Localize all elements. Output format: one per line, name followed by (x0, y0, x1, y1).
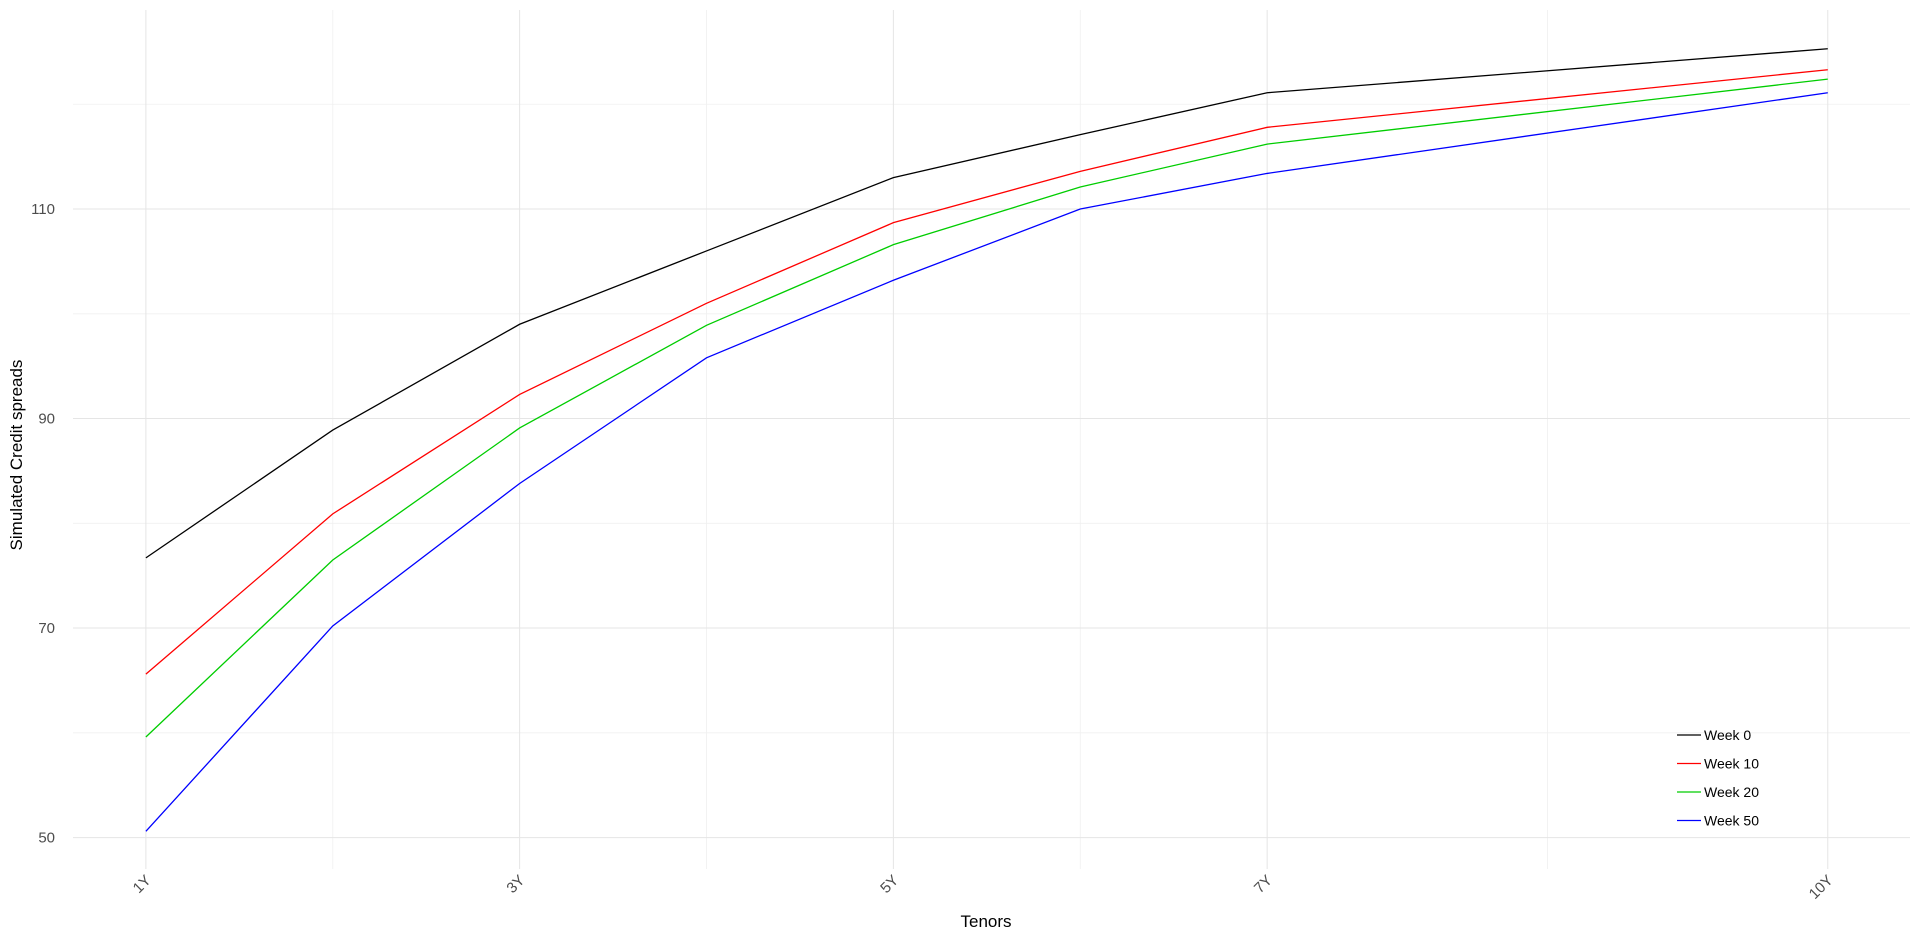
y-tick-label: 90 (38, 411, 55, 428)
x-tick-label: 7Y (1251, 872, 1276, 897)
y-tick-label: 70 (38, 620, 55, 637)
legend-label: Week 10 (1704, 756, 1759, 772)
y-tick-label: 50 (38, 830, 55, 847)
legend-label: Week 0 (1704, 727, 1751, 743)
y-axis-title: Simulated Credit spreads (7, 360, 26, 551)
legend-label: Week 20 (1704, 784, 1759, 800)
line (145, 92, 1828, 832)
legend-label: Week 50 (1704, 813, 1759, 829)
x-tick-label: 5Y (877, 872, 902, 897)
line (145, 48, 1828, 559)
line (145, 69, 1828, 675)
line (145, 78, 1828, 738)
x-tick-label: 1Y (130, 872, 155, 897)
x-tick-label: 3Y (503, 872, 528, 897)
x-tick-label: 10Y (1806, 872, 1837, 903)
y-tick-label: 110 (31, 201, 55, 218)
x-axis-title: Tenors (960, 912, 1011, 931)
